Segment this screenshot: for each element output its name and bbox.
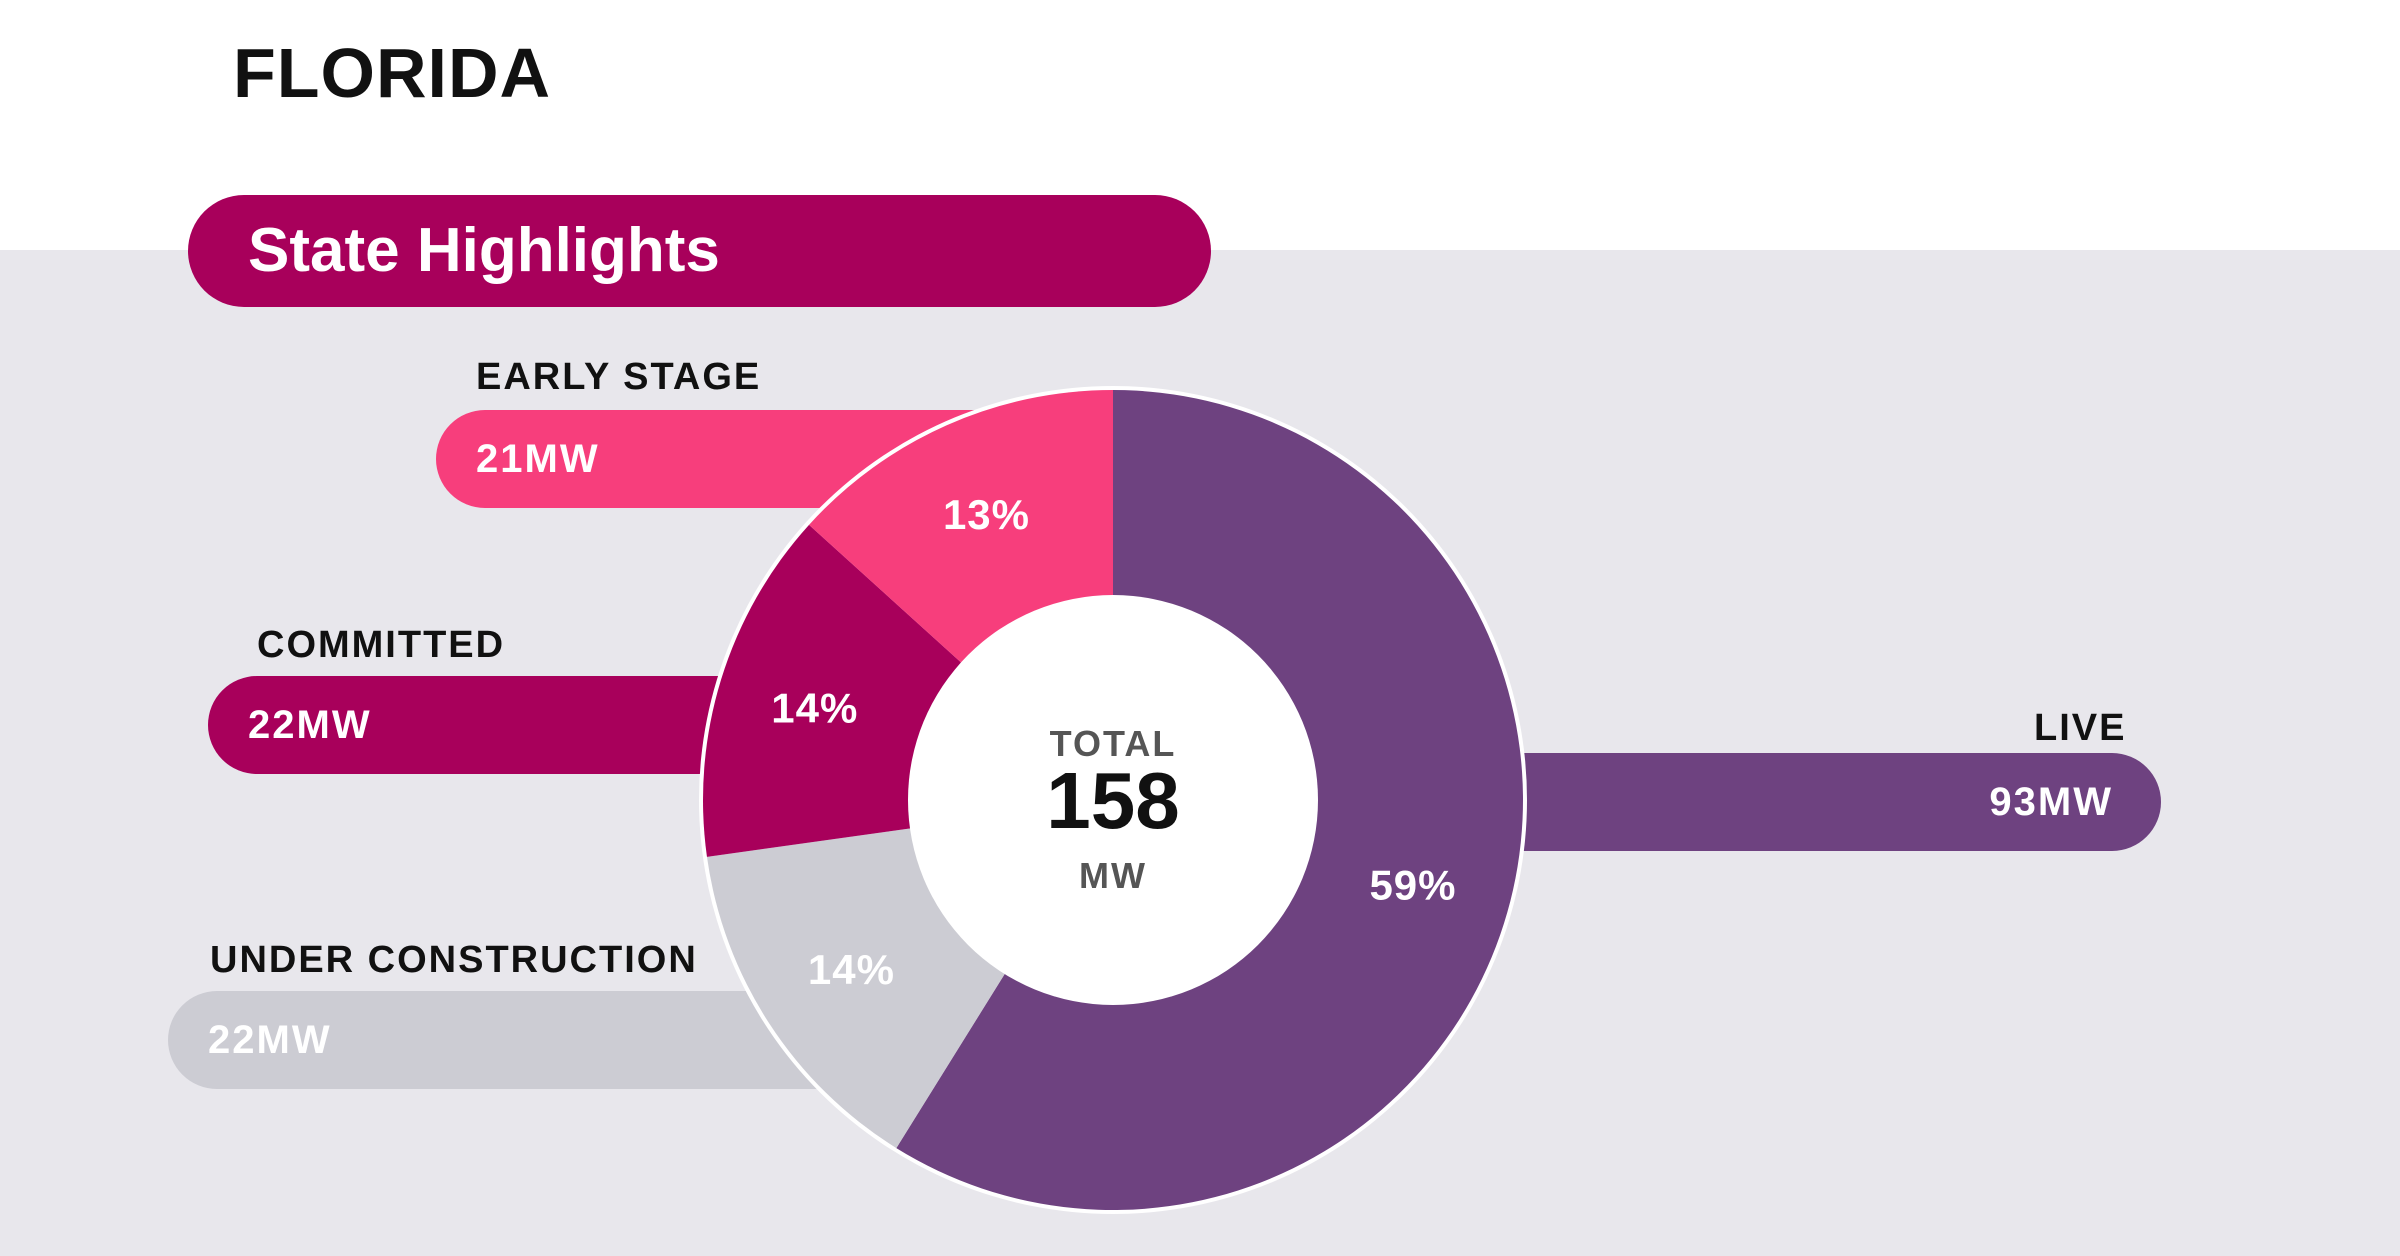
slice-label-committed: 14% (771, 684, 858, 731)
total-label: TOTAL (1050, 723, 1177, 764)
total-value: 158 (1046, 756, 1179, 845)
slice-label-under-construction: 14% (808, 946, 895, 993)
label-early-stage: EARLY STAGE (476, 356, 762, 398)
state-highlights-banner: State Highlights (188, 195, 1211, 307)
slice-label-early-stage: 13% (943, 491, 1030, 538)
label-committed: COMMITTED (257, 624, 506, 666)
slice-label-live: 59% (1369, 862, 1456, 909)
label-live: LIVE (2034, 707, 2127, 749)
bar-live: 93MW (1450, 753, 2161, 851)
label-under-construction: UNDER CONSTRUCTION (210, 939, 698, 981)
state-title: FLORIDA (233, 34, 552, 112)
total-unit: MW (1079, 855, 1147, 896)
donut-center (908, 595, 1318, 1005)
